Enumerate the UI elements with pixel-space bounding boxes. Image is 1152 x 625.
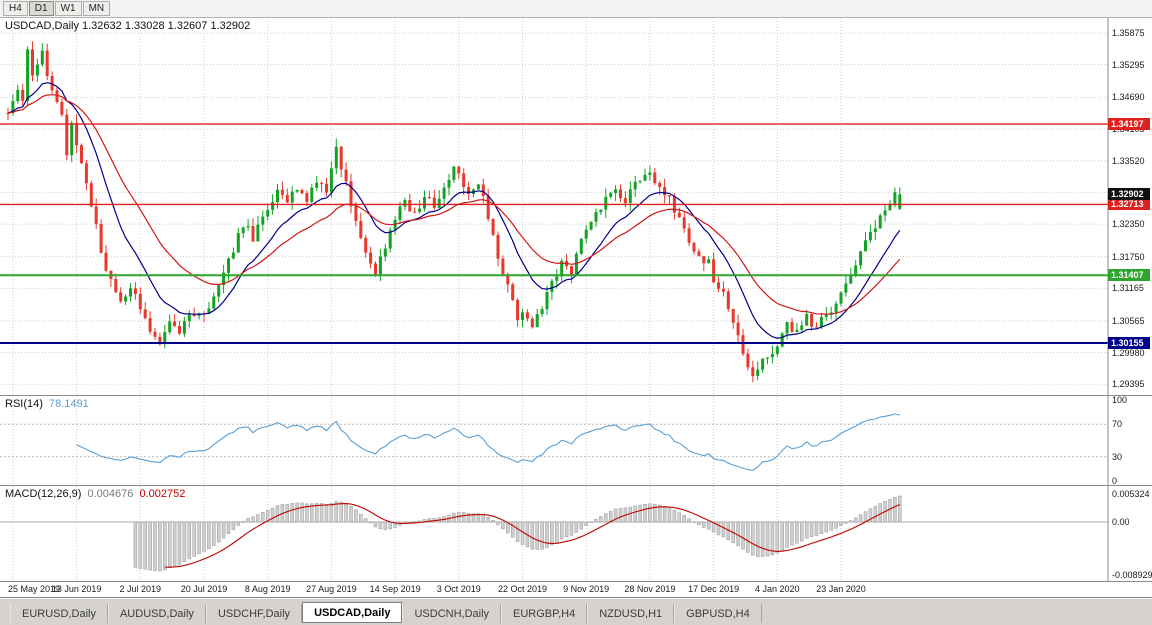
macd-indicator-panel[interactable]: MACD(12,26,9) 0.004676 0.002752 0.005324… (0, 486, 1152, 582)
date-tick-label: 8 Aug 2019 (244, 584, 291, 594)
date-tick-label: 9 Nov 2019 (563, 584, 610, 594)
rsi-label: RSI(14) 78.1491 (5, 398, 92, 410)
date-tick-label: 3 Oct 2019 (436, 584, 481, 594)
timeframe-button-h4[interactable]: H4 (3, 1, 28, 16)
tab-audusd-daily[interactable]: AUDUSD,Daily (107, 604, 206, 623)
date-tick-label: 22 Oct 2019 (497, 584, 548, 594)
rsi-chart[interactable] (0, 396, 1152, 485)
date-tick-label: 27 Aug 2019 (306, 584, 357, 594)
macd-value-signal: 0.002752 (139, 488, 186, 500)
tab-label: USDCNH,Daily (414, 607, 490, 620)
tab-label: GBPUSD,H4 (686, 607, 750, 620)
date-axis: 25 May 2019 13 Jun 2019 2 Jul 2019 20 Jul 2… (0, 582, 1152, 598)
macd-value-main: 0.004676 (87, 488, 134, 500)
tab-eurgbp-h4[interactable]: EURGBP,H4 (501, 604, 588, 623)
chart-window: USDCAD,Daily 1.32632 1.33028 1.32607 1.3… (0, 18, 1152, 598)
timeframe-toolbar: H4 D1 W1 MN (0, 0, 1152, 18)
chart-tabbar: EURUSD,Daily AUDUSD,Daily USDCHF,Daily U… (0, 598, 1152, 625)
tab-label: EURGBP,H4 (513, 607, 576, 620)
tab-label: USDCHF,Daily (217, 607, 291, 620)
tab-label: EURUSD,Daily (22, 607, 96, 620)
date-tick-label: 25 May 2019 (7, 584, 61, 594)
timeframe-button-d1[interactable]: D1 (28, 1, 54, 16)
macd-label: MACD(12,26,9) 0.004676 0.002752 (5, 488, 188, 500)
tab-eurusd-daily[interactable]: EURUSD,Daily (10, 604, 108, 623)
tab-label: USDCAD,Daily (314, 606, 391, 619)
tab-usdcad-daily[interactable]: USDCAD,Daily (302, 602, 403, 623)
candlestick-chart[interactable] (0, 18, 1152, 395)
date-tick-label: 13 Jun 2019 (51, 584, 102, 594)
rsi-value: 78.1491 (48, 398, 89, 410)
chart-title-text: USDCAD,Daily 1.32632 1.33028 1.32607 1.3… (5, 20, 251, 32)
macd-chart[interactable] (0, 486, 1152, 581)
tab-gbpusd-h4[interactable]: GBPUSD,H4 (674, 604, 762, 623)
rsi-indicator-panel[interactable]: RSI(14) 78.1491 100 70 30 0 (0, 395, 1152, 486)
price-chart-panel[interactable]: USDCAD,Daily 1.32632 1.33028 1.32607 1.3… (0, 18, 1152, 396)
timeframe-button-mn[interactable]: MN (82, 1, 111, 16)
tab-nzdusd-h1[interactable]: NZDUSD,H1 (587, 604, 675, 623)
date-tick-label: 2 Jul 2019 (119, 584, 162, 594)
date-tick-label: 14 Sep 2019 (369, 584, 421, 594)
tab-usdchf-daily[interactable]: USDCHF,Daily (205, 604, 303, 623)
macd-name: MACD(12,26,9) (5, 488, 82, 500)
date-tick-label: 4 Jan 2020 (755, 584, 800, 594)
timeframe-button-w1[interactable]: W1 (54, 1, 82, 16)
tab-label: AUDUSD,Daily (119, 607, 194, 620)
date-tick-label: 23 Jan 2020 (816, 584, 866, 594)
tab-usdcnh-daily[interactable]: USDCNH,Daily (402, 604, 502, 623)
date-tick-label: 17 Dec 2019 (688, 584, 740, 594)
date-tick-label: 28 Nov 2019 (624, 584, 676, 594)
date-tick-label: 20 Jul 2019 (180, 584, 228, 594)
rsi-name: RSI(14) (5, 398, 43, 410)
chart-title: USDCAD,Daily 1.32632 1.33028 1.32607 1.3… (5, 20, 253, 32)
tab-label: NZDUSD,H1 (599, 607, 663, 620)
